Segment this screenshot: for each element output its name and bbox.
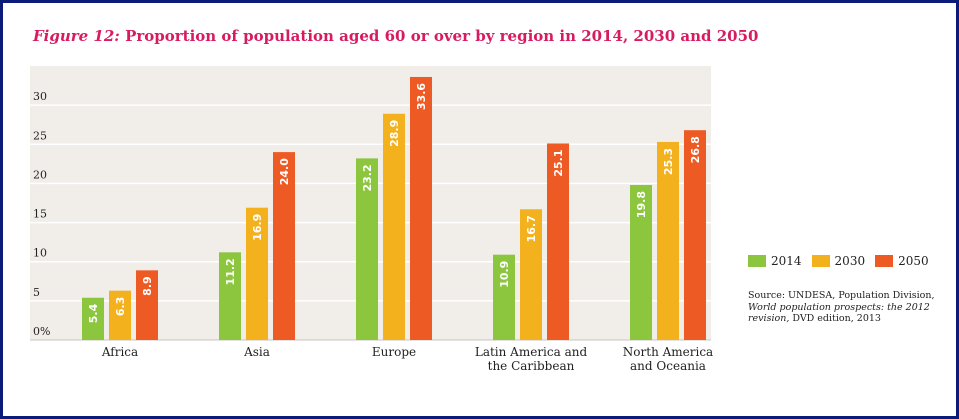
- data-label: 16.7: [525, 215, 538, 242]
- data-label: 33.6: [415, 83, 428, 110]
- legend-swatch-2014: [748, 255, 766, 267]
- bar-2050: [273, 152, 295, 340]
- source-prefix: Source: UNDESA, Population Division,: [748, 290, 935, 301]
- x-tick-label: and Oceania: [630, 359, 706, 373]
- y-tick-label: 5: [33, 286, 40, 299]
- data-label: 26.8: [689, 136, 702, 163]
- legend-swatch-2050: [875, 255, 894, 267]
- legend: 2014 2030 2050: [748, 254, 929, 268]
- legend-label-2014: 2014: [771, 254, 802, 268]
- legend-item-2050: 2050: [875, 254, 929, 268]
- bar-2030: [246, 207, 268, 340]
- data-label: 25.3: [662, 148, 675, 175]
- legend-item-2014: 2014: [748, 254, 802, 268]
- x-tick-label: Europe: [372, 345, 416, 359]
- x-tick-label: Latin America and: [475, 345, 588, 359]
- source-note: Source: UNDESA, Population Division, Wor…: [748, 290, 938, 325]
- bar-2014: [356, 158, 378, 340]
- data-label: 24.0: [278, 158, 291, 185]
- figure-title-text: Proportion of population aged 60 or over…: [125, 27, 759, 45]
- bar-2030: [109, 290, 131, 340]
- bar-2030: [383, 113, 405, 340]
- y-tick-label: 10: [33, 247, 47, 260]
- data-label: 25.1: [552, 150, 565, 177]
- y-tick-label: 30: [33, 90, 47, 103]
- x-tick-label: Asia: [243, 345, 270, 359]
- data-label: 5.4: [87, 303, 100, 323]
- data-label: 8.9: [141, 276, 154, 296]
- bar-2050: [410, 76, 432, 341]
- bar-2014: [630, 184, 652, 340]
- data-label: 16.9: [251, 214, 264, 241]
- y-tick-label: 25: [33, 129, 47, 142]
- data-label: 23.2: [361, 164, 374, 191]
- bar-2050: [684, 130, 706, 340]
- x-tick-label: Africa: [101, 345, 138, 359]
- y-tick-label: 15: [33, 208, 47, 221]
- data-label: 28.9: [388, 120, 401, 147]
- bar-2014: [493, 254, 515, 340]
- figure-label: Figure 12:: [33, 27, 120, 45]
- bar-2014: [219, 252, 241, 340]
- legend-item-2030: 2030: [811, 254, 866, 268]
- source-suffix: DVD edition, 2013: [789, 313, 881, 324]
- legend-label-2030: 2030: [834, 254, 866, 268]
- data-label: 6.3: [114, 297, 127, 317]
- bar-2030: [520, 209, 542, 340]
- y-tick-label: 0%: [33, 325, 50, 338]
- x-tick-label: the Caribbean: [488, 359, 575, 373]
- bar-2050: [136, 270, 158, 340]
- legend-swatch-2030: [811, 255, 830, 267]
- data-label: 10.9: [498, 261, 511, 288]
- bar-2014: [82, 297, 104, 340]
- legend-label-2050: 2050: [898, 254, 929, 268]
- chart-title: Figure 12: Proportion of population aged…: [33, 27, 759, 45]
- bar-2030: [657, 141, 679, 340]
- bar-2050: [547, 143, 569, 340]
- data-label: 11.2: [224, 258, 237, 285]
- source-italic: World population prospects: the 2012 rev…: [748, 301, 930, 325]
- y-tick-label: 20: [33, 168, 47, 181]
- data-label: 19.8: [635, 191, 648, 218]
- x-tick-label: North America: [623, 345, 713, 359]
